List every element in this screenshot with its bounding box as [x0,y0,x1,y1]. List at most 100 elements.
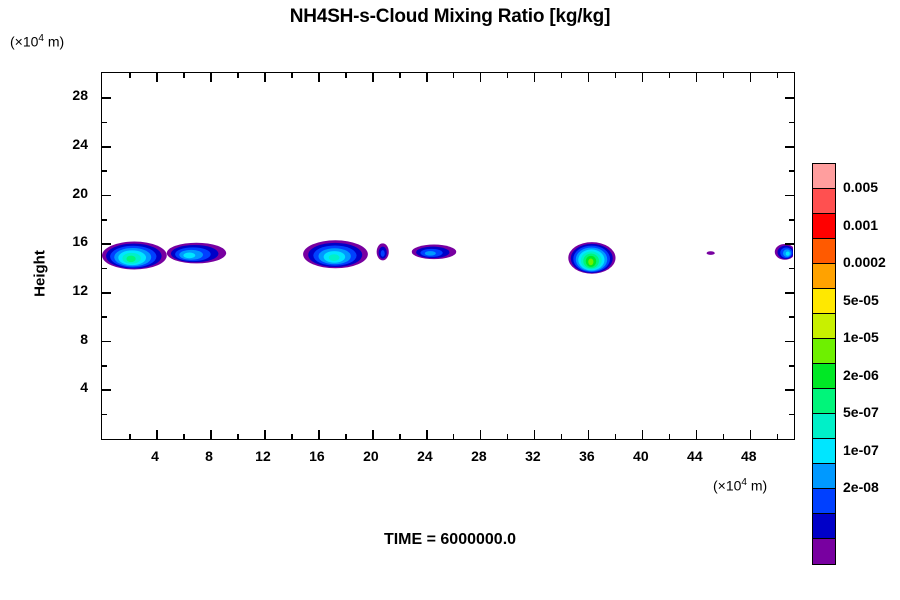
x-tick [614,73,617,78]
x-tick-label: 8 [205,448,213,464]
y-axis-unit-label: (×104 m) [10,33,65,50]
contour-ring [785,251,790,256]
y-tick [102,340,111,343]
x-tick [425,73,428,82]
x-tick [695,430,698,439]
x-tick [695,73,698,82]
x-tick [641,73,644,82]
colorbar-segment[interactable] [813,264,835,289]
y-tick [102,413,107,416]
colorbar-segment[interactable] [813,189,835,214]
x-tick-label: 16 [309,448,325,464]
x-tick [236,73,239,78]
y-tick [102,243,111,245]
y-tick [785,146,794,148]
x-tick-label: 12 [255,448,271,464]
x-tick [533,430,536,439]
y-tick [789,365,794,367]
y-tick [789,316,794,318]
contour-data-layer [102,240,793,274]
time-annotation: TIME = 6000000.0 [383,531,517,548]
x-tick-label: 32 [525,448,541,464]
colorbar-label: 2e-08 [843,479,879,495]
y-tick [785,340,794,343]
colorbar-segment[interactable] [813,539,835,564]
x-tick [776,73,779,78]
colorbar-segment[interactable] [813,239,835,264]
x-tick [749,73,752,82]
x-tick [398,73,401,78]
x-tick [155,73,158,82]
x-tick [263,73,266,82]
x-tick [668,73,671,78]
y-tick [102,389,111,391]
x-tick [128,73,131,78]
x-tick [506,73,509,78]
x-tick [209,73,212,82]
x-tick [290,434,293,439]
colorbar-segment[interactable] [813,464,835,489]
y-tick [789,413,794,416]
y-tick-label: 12 [72,282,88,298]
x-tick [668,434,671,439]
y-tick-label: 4 [80,379,88,396]
y-tick [102,267,107,270]
colorbar-label: 1e-07 [843,441,879,458]
x-tick [155,430,158,439]
x-tick [344,73,347,78]
colorbar-segment[interactable] [813,164,835,189]
x-tick [263,430,266,439]
y-tick [102,194,111,197]
contour-ring [328,254,340,261]
colorbar-segment[interactable] [813,514,835,539]
x-tick-label: 4 [151,448,159,464]
x-tick-label: 44 [687,448,703,464]
colorbar-segment[interactable] [813,414,835,439]
x-tick [722,73,725,78]
colorbar-segment[interactable] [813,439,835,464]
x-tick [506,434,509,439]
y-tick-label: 20 [72,184,88,201]
colorbar-segment[interactable] [813,214,835,239]
colorbar-segment[interactable] [813,364,835,389]
x-tick [452,434,455,439]
x-tick [182,73,185,78]
colorbar-segment[interactable] [813,289,835,314]
colorbar-label: 1e-05 [843,329,879,345]
colorbar-segment[interactable] [813,389,835,414]
y-tick [785,243,794,245]
contour-ring [706,251,715,255]
y-tick [102,97,111,99]
y-tick-label: 28 [72,87,88,104]
colorbar-label: 2e-06 [843,366,879,383]
colorbar-label: 0.0002 [843,254,886,270]
y-tick [785,97,794,99]
x-tick [560,434,563,439]
x-tick [290,73,293,78]
y-tick [102,365,107,367]
y-tick [785,194,794,197]
x-tick [776,434,779,439]
x-tick [344,434,347,439]
x-tick [614,434,617,439]
y-tick [102,121,107,124]
colorbar-label: 0.001 [843,216,879,233]
colorbar-label: 5e-05 [843,291,879,308]
plot-area[interactable] [101,72,795,440]
y-axis-title: Height [31,250,49,297]
x-tick [560,73,563,78]
x-tick [371,430,374,439]
x-tick [641,430,644,439]
y-tick [789,219,794,221]
contour-ring [126,255,136,263]
colorbar-segment[interactable] [813,314,835,339]
y-tick-label: 16 [72,233,88,250]
x-tick [371,73,374,82]
colorbar-segment[interactable] [813,489,835,514]
colorbar[interactable] [812,163,836,565]
y-tick [789,121,794,124]
x-tick [317,73,320,82]
colorbar-segment[interactable] [813,339,835,364]
x-tick [317,430,320,439]
x-tick [587,73,590,82]
